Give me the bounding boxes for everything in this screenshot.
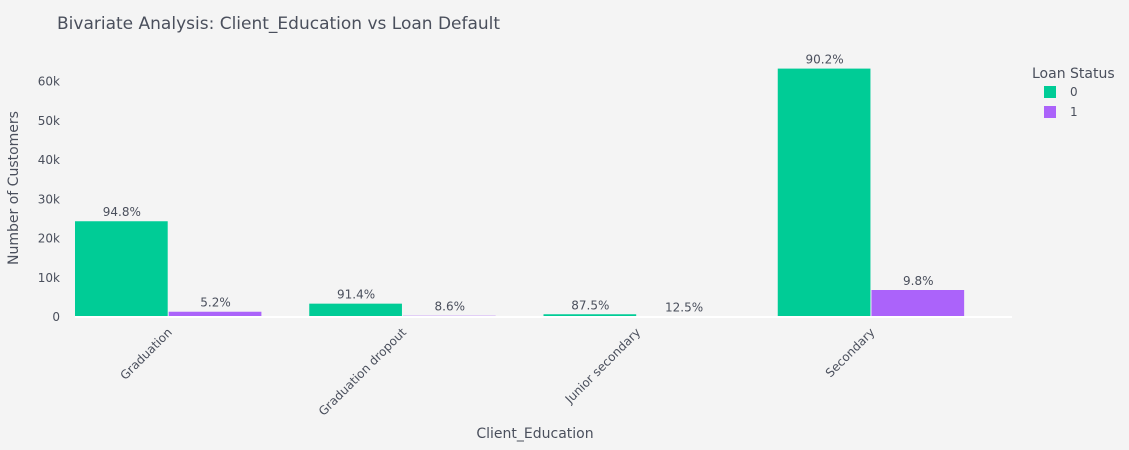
- x-tick-label: Graduation dropout: [316, 325, 409, 418]
- bar-data-label: 90.2%: [806, 53, 844, 67]
- bar-data-label: 87.5%: [571, 298, 609, 312]
- legend-entry-label: 1: [1070, 105, 1078, 119]
- y-axis-title: Number of Customers: [6, 111, 22, 265]
- bar: [543, 314, 637, 317]
- chart-title: Bivariate Analysis: Client_Education vs …: [57, 14, 500, 34]
- bar: [871, 290, 965, 317]
- bar: [75, 221, 168, 317]
- bar: [777, 68, 871, 317]
- legend-entry-label: 0: [1070, 85, 1078, 99]
- legend-swatch: [1044, 106, 1056, 118]
- legend: Loan Status 0 1: [1032, 66, 1115, 119]
- x-tick-label: Graduation: [117, 325, 174, 382]
- y-tick-label: 0: [52, 310, 60, 324]
- y-tick-label: 20k: [38, 232, 60, 246]
- bar-data-label: 12.5%: [665, 301, 703, 315]
- bar: [168, 311, 262, 317]
- bar-data-label: 94.8%: [103, 205, 141, 219]
- y-tick-label: 30k: [38, 192, 60, 206]
- bar-data-label: 9.8%: [903, 274, 934, 288]
- x-axis-title: Client_Education: [476, 426, 593, 442]
- bar-data-label: 5.2%: [200, 296, 231, 310]
- y-tick-label: 50k: [38, 114, 60, 128]
- x-tick-label: Secondary: [823, 325, 878, 380]
- legend-title: Loan Status: [1032, 66, 1115, 82]
- x-tick-label: Junior secondary: [562, 325, 644, 407]
- bar: [309, 303, 402, 317]
- y-tick-label: 60k: [38, 75, 60, 89]
- bar-data-label: 91.4%: [337, 288, 375, 302]
- y-tick-label: 40k: [38, 153, 60, 167]
- y-tick-label: 10k: [38, 271, 60, 285]
- legend-swatch: [1044, 86, 1056, 98]
- bar-data-label: 8.6%: [435, 300, 466, 314]
- plot-area: 0 10k 20k 30k 40k 50k 60k 94.8% 91.4% 87.5% 90.2% 5…: [38, 53, 1012, 418]
